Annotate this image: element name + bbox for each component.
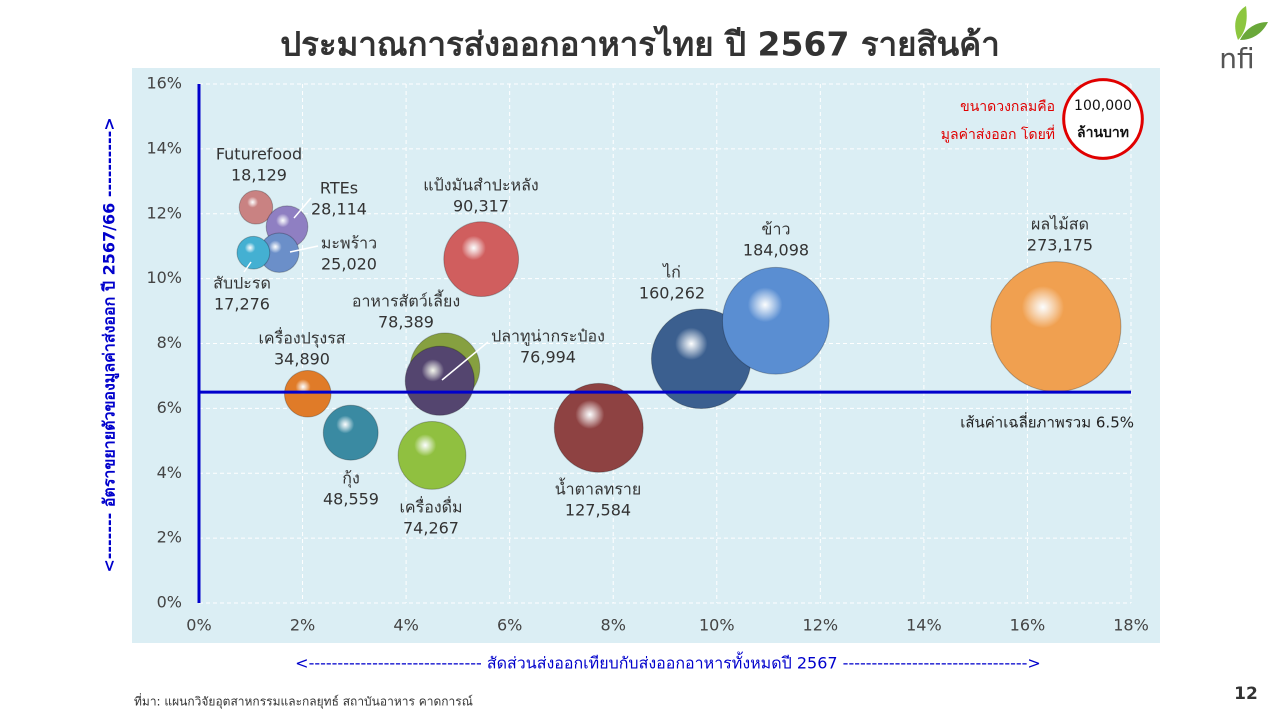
- point-label: น้ำตาลทราย: [555, 478, 642, 499]
- logo-leaf: [1235, 6, 1247, 40]
- point-value-label: 76,994: [520, 348, 576, 367]
- y-tick-label: 2%: [157, 528, 182, 547]
- plot-area: [132, 68, 1160, 643]
- bubble: [553, 382, 644, 473]
- bubbles: [236, 190, 1122, 490]
- leader-line: [289, 245, 319, 253]
- bubble: [322, 404, 379, 461]
- point-value-label: 78,389: [378, 313, 434, 332]
- bubble: [236, 235, 271, 270]
- x-tick-label: 6%: [497, 616, 522, 635]
- x-tick-label: 18%: [1113, 616, 1149, 635]
- bubble: [238, 190, 274, 225]
- y-axis-title: <------- อัตราขยายตัวของมูลค่าส่งออก ปี …: [100, 117, 121, 572]
- y-tick-label: 4%: [157, 463, 182, 482]
- point-label: อาหารสัตว์เลี้ยง: [352, 290, 460, 311]
- point-label: Futurefood: [216, 145, 302, 164]
- bubble: [397, 421, 467, 490]
- point-value-label: 184,098: [743, 241, 809, 260]
- x-tick-label: 0%: [186, 616, 211, 635]
- point-value-label: 160,262: [639, 284, 705, 303]
- y-tick-label: 8%: [157, 333, 182, 352]
- x-tick-label: 10%: [699, 616, 735, 635]
- point-value-label: 127,584: [565, 501, 631, 520]
- logo-text: nfi: [1219, 42, 1254, 75]
- logo-leaf: [1240, 22, 1268, 40]
- point-value-label: 28,114: [311, 200, 367, 219]
- bubble: [990, 261, 1122, 393]
- point-value-label: 90,317: [453, 197, 509, 216]
- chart-title: ประมาณการส่งออกอาหารไทย ปี 2567 รายสินค้…: [280, 25, 1000, 64]
- size-legend-value: 100,000: [1074, 98, 1132, 114]
- bubble: [443, 221, 520, 298]
- x-tick-label: 12%: [803, 616, 839, 635]
- leader-line: [293, 197, 312, 219]
- source-note: ที่มา: แผนกวิจัยอุตสาหกรรมและกลยุทธ์ สถา…: [134, 693, 473, 710]
- point-label: แป้งมันสำปะหลัง: [423, 176, 538, 195]
- bubble: [404, 345, 475, 416]
- x-tick-label: 4%: [393, 616, 418, 635]
- point-label: เครื่องดื่ม: [399, 496, 462, 517]
- leader-line: [441, 341, 489, 381]
- size-legend-circle: [1062, 78, 1144, 160]
- bubble: [284, 370, 332, 418]
- size-legend-text: ขนาดวงกลมคือ: [960, 99, 1055, 115]
- x-tick-label: 8%: [601, 616, 626, 635]
- point-label: ผลไม้สด: [1031, 215, 1089, 234]
- point-value-label: 25,020: [321, 255, 377, 274]
- point-label: ข้าว: [762, 220, 791, 239]
- y-tick-label: 10%: [146, 268, 182, 287]
- point-label: เครื่องปรุงรส: [258, 327, 345, 349]
- size-legend-text: มูลค่าส่งออก โดยที่: [941, 125, 1055, 143]
- logo: nfi: [1219, 6, 1268, 75]
- x-tick-label: 2%: [290, 616, 315, 635]
- point-label: ปลาทูน่ากระป๋อง: [491, 327, 605, 347]
- point-label: สับปะรด: [213, 274, 271, 293]
- size-legend-unit: ล้านบาท: [1077, 125, 1129, 141]
- point-label: มะพร้าว: [321, 234, 377, 253]
- y-tick-label: 12%: [146, 203, 182, 222]
- point-label: กุ้ง: [342, 469, 360, 489]
- point-value-label: 48,559: [323, 490, 379, 509]
- point-value-label: 34,890: [274, 350, 330, 369]
- x-tick-label: 16%: [1010, 616, 1046, 635]
- average-line-label: เส้นค่าเฉลี่ยภาพรวม 6.5%: [960, 412, 1134, 432]
- point-value-label: 18,129: [231, 166, 287, 185]
- x-tick-label: 14%: [906, 616, 942, 635]
- y-tick-label: 0%: [157, 593, 182, 612]
- point-value-label: 74,267: [403, 519, 459, 538]
- point-label: ไก่: [661, 263, 681, 282]
- point-value-label: 17,276: [214, 295, 270, 314]
- bubble: [721, 266, 830, 375]
- leader-line: [243, 261, 252, 273]
- y-tick-label: 16%: [146, 74, 182, 93]
- page-number: 12: [1234, 684, 1258, 704]
- y-tick-label: 6%: [157, 398, 182, 417]
- point-value-label: 273,175: [1027, 236, 1093, 255]
- point-label: RTEs: [320, 179, 358, 198]
- x-axis-title: <------------------------------ สัดส่วนส…: [295, 652, 1041, 673]
- y-tick-label: 14%: [146, 138, 182, 157]
